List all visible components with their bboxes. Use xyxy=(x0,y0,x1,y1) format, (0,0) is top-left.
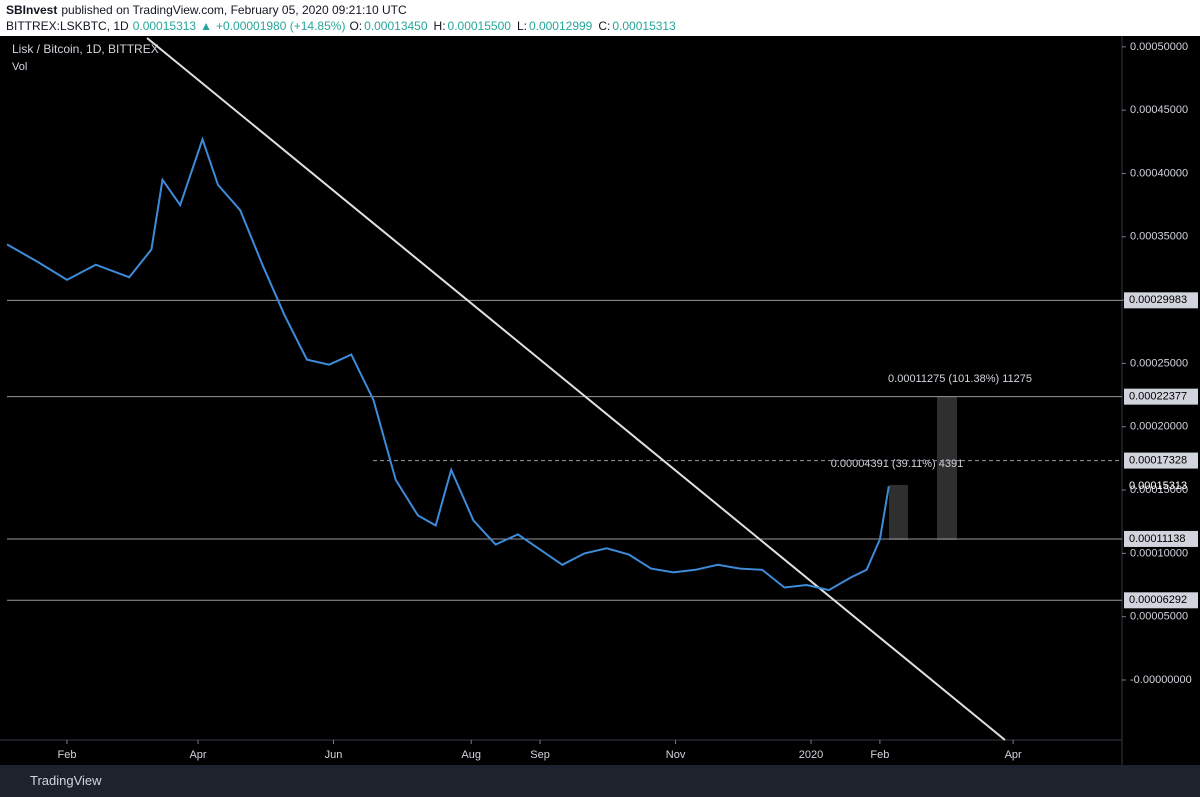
background xyxy=(0,36,1200,765)
level-label-box xyxy=(1124,292,1198,309)
chart: Lisk / Bitcoin, 1D, BITTREX Vol 0.000112… xyxy=(0,36,1200,765)
x-tick-label: Feb xyxy=(870,749,889,761)
level-label: 0.00006292 xyxy=(1129,594,1187,606)
ohlc-key: H: xyxy=(433,19,446,33)
level-label-box xyxy=(1124,452,1198,469)
ohlc-key: O: xyxy=(349,19,363,33)
y-tick-label: 0.00035000 xyxy=(1130,231,1188,243)
level-label: 0.00022377 xyxy=(1129,391,1187,403)
trendline xyxy=(146,37,1006,741)
x-tick-label: Nov xyxy=(666,749,686,761)
annotation: 0.00011275 (101.38%) 11275 xyxy=(888,373,1032,385)
y-tick-label: 0.00025000 xyxy=(1130,357,1188,369)
level-label-box xyxy=(1124,388,1198,405)
x-tick-label: Apr xyxy=(1005,749,1022,761)
ohlc-key: C: xyxy=(598,19,611,33)
level-label: 0.00017328 xyxy=(1129,454,1187,466)
y-tick-label: 0.00010000 xyxy=(1130,547,1188,559)
ohlc-value: 0.00012999 xyxy=(528,19,593,33)
header: SBInvest published on TradingView.com, F… xyxy=(0,0,1200,36)
publish-row: SBInvest published on TradingView.com, F… xyxy=(6,3,407,17)
y-tick-label: -0.00000000 xyxy=(1130,674,1192,686)
level-label-box xyxy=(1124,530,1198,547)
published: published on TradingView.com, February 0… xyxy=(61,3,407,17)
level-label: 0.00029983 xyxy=(1129,294,1187,306)
y-tick-label: 0.00045000 xyxy=(1130,104,1188,116)
measure-box xyxy=(889,485,908,540)
ohlc: O: 0.00013450 H: 0.00015500 L: 0.00012999 C: 0.… xyxy=(349,19,679,33)
y-tick-label: 0.00005000 xyxy=(1130,611,1188,623)
change: +0.00001980 (+14.85%) xyxy=(216,19,346,33)
brand[interactable]: TradingView xyxy=(30,773,102,788)
arrow: ▲ xyxy=(200,19,212,33)
measure-box xyxy=(937,397,957,540)
price-line xyxy=(6,136,890,592)
last-price-label: 0.00015313 xyxy=(1129,480,1187,492)
x-tick-label: Apr xyxy=(189,749,206,761)
ohlc-value: 0.00013450 xyxy=(364,19,428,33)
y-tick-label: 0.00050000 xyxy=(1130,41,1188,53)
y-tick-label: 0.00015000 xyxy=(1130,484,1188,496)
level-label: 0.00011138 xyxy=(1129,533,1185,545)
ohlc-key: L: xyxy=(516,19,527,33)
level-label-box xyxy=(1124,592,1198,609)
x-tick-label: Jun xyxy=(325,749,343,761)
x-tick-label: Feb xyxy=(57,749,76,761)
volume-label: Vol xyxy=(12,61,27,73)
symbol: BITTREX:LSKBTC, 1D xyxy=(6,19,129,33)
y-tick-label: 0.00020000 xyxy=(1130,421,1188,433)
x-tick-label: Sep xyxy=(530,749,550,761)
last: 0.00015313 xyxy=(132,19,197,33)
chart-title: Lisk / Bitcoin, 1D, BITTREX xyxy=(12,42,159,56)
x-tick-label: Aug xyxy=(461,749,481,761)
ohlc-value: 0.00015313 xyxy=(612,19,676,33)
x-tick-label: 2020 xyxy=(799,749,823,761)
symbol-row: BITTREX:LSKBTC, 1D 0.00015313 ▲ +0.00001… xyxy=(6,19,680,33)
footer: TradingView xyxy=(0,765,1200,797)
ohlc-value: 0.00015500 xyxy=(447,19,511,33)
annotation: 0.00004391 (39.11%) 4391 xyxy=(831,458,964,470)
y-tick-label: 0.00040000 xyxy=(1130,167,1188,179)
publisher[interactable]: SBInvest xyxy=(6,3,58,17)
